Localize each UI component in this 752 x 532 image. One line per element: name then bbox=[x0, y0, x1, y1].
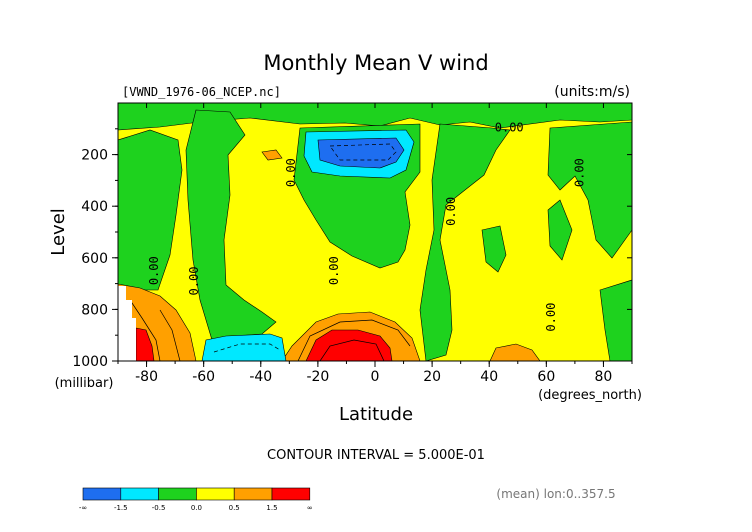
x-axis-label: Latitude bbox=[339, 404, 413, 425]
x-axis-units: (degrees_north) bbox=[538, 388, 642, 403]
green-top-band bbox=[118, 103, 632, 131]
orange-spot bbox=[261, 149, 283, 161]
contour-label: 0.00 bbox=[444, 197, 458, 226]
positive-contours bbox=[129, 299, 411, 361]
y-axis-label: Level bbox=[48, 208, 69, 256]
colorbar-swatch bbox=[233, 487, 273, 501]
colorbar-tick-label: 1.5 bbox=[266, 504, 277, 512]
colorbar-tick-label: -0.5 bbox=[152, 504, 166, 512]
colorbar-tick-label: -∞ bbox=[79, 504, 87, 512]
contour-plot-area bbox=[118, 103, 632, 361]
contour-label: 0.00 bbox=[572, 158, 586, 187]
green-nh-patch2 bbox=[547, 199, 573, 261]
contour-neg-inner bbox=[329, 143, 397, 161]
contour-label: 0.00 bbox=[187, 267, 201, 296]
y-tick-label: 200 bbox=[81, 148, 108, 164]
orange-nh bbox=[489, 343, 541, 361]
colorbar-tick-label: 0.5 bbox=[229, 504, 240, 512]
missing-data-patch bbox=[118, 286, 136, 361]
colorbar-tick-label: ∞ bbox=[307, 504, 313, 512]
x-tick-label: -80 bbox=[135, 369, 158, 385]
contour-pos-1 bbox=[297, 319, 411, 361]
y-axis: 200 400 600 800 1000 bbox=[72, 128, 632, 370]
file-label: [VWND_1976-06_NCEP.nc] bbox=[122, 85, 281, 99]
contour-label: 0.00 bbox=[327, 256, 341, 285]
footer-text: (mean) lon:0..357.5 bbox=[496, 487, 615, 501]
x-axis: -80 -60 -40 -20 0 20 40 60 80 bbox=[117, 103, 633, 385]
x-tick-label: 40 bbox=[480, 369, 498, 385]
y-tick-label: 400 bbox=[81, 199, 108, 215]
contour-label: 0.00 bbox=[495, 120, 524, 134]
x-tick-label: -20 bbox=[306, 369, 329, 385]
cyan-sh-low bbox=[201, 333, 287, 361]
contour-neg-cyan bbox=[213, 343, 281, 353]
y-axis-units: (millibar) bbox=[55, 376, 114, 391]
colorbar: -∞ -1.5 -0.5 0.0 0.5 1.5 ∞ bbox=[79, 487, 313, 512]
colorbar-swatch bbox=[196, 487, 235, 501]
colorbar-tick-label: -1.5 bbox=[114, 504, 128, 512]
green-sh-mid bbox=[185, 109, 277, 341]
chart-title: Monthly Mean V wind bbox=[263, 51, 488, 75]
contour-labels: 0.00 0.00 0.00 0.00 0.00 0.00 0.00 0.00 bbox=[147, 120, 586, 331]
negative-contours bbox=[213, 143, 397, 353]
x-tick-label: 60 bbox=[537, 369, 555, 385]
green-nh-high bbox=[547, 121, 632, 259]
x-tick-label: -60 bbox=[192, 369, 215, 385]
green-nh-patch bbox=[481, 225, 507, 273]
colorbar-swatch bbox=[158, 487, 197, 501]
y-tick-label: 1000 bbox=[72, 354, 108, 370]
units-label: (units:m/s) bbox=[554, 84, 630, 100]
green-nh-mid bbox=[419, 123, 511, 361]
y-tick-label: 600 bbox=[81, 251, 108, 267]
x-tick-label: 80 bbox=[595, 369, 613, 385]
red-tropics bbox=[305, 329, 393, 361]
contour-pos-2 bbox=[319, 339, 385, 361]
colorbar-tick-label: 0.0 bbox=[191, 504, 202, 512]
x-tick-label: -40 bbox=[249, 369, 272, 385]
blue-tropics-upper bbox=[317, 137, 405, 169]
contour-label: 0.00 bbox=[147, 256, 161, 285]
contour-interval-text: CONTOUR INTERVAL = 5.000E-01 bbox=[267, 448, 485, 463]
x-tick-label: 20 bbox=[423, 369, 441, 385]
colorbar-swatch bbox=[82, 487, 122, 501]
contour-label: 0.00 bbox=[544, 303, 558, 332]
colorbar-swatch bbox=[271, 487, 311, 501]
y-tick-label: 800 bbox=[81, 302, 108, 318]
contour-pos-3 bbox=[129, 299, 161, 361]
x-tick-label: 0 bbox=[371, 369, 380, 385]
colorbar-swatch bbox=[120, 487, 159, 501]
green-nh-low bbox=[599, 279, 632, 361]
contour-label: 0.00 bbox=[284, 158, 298, 187]
contour-pos-4 bbox=[159, 309, 181, 361]
